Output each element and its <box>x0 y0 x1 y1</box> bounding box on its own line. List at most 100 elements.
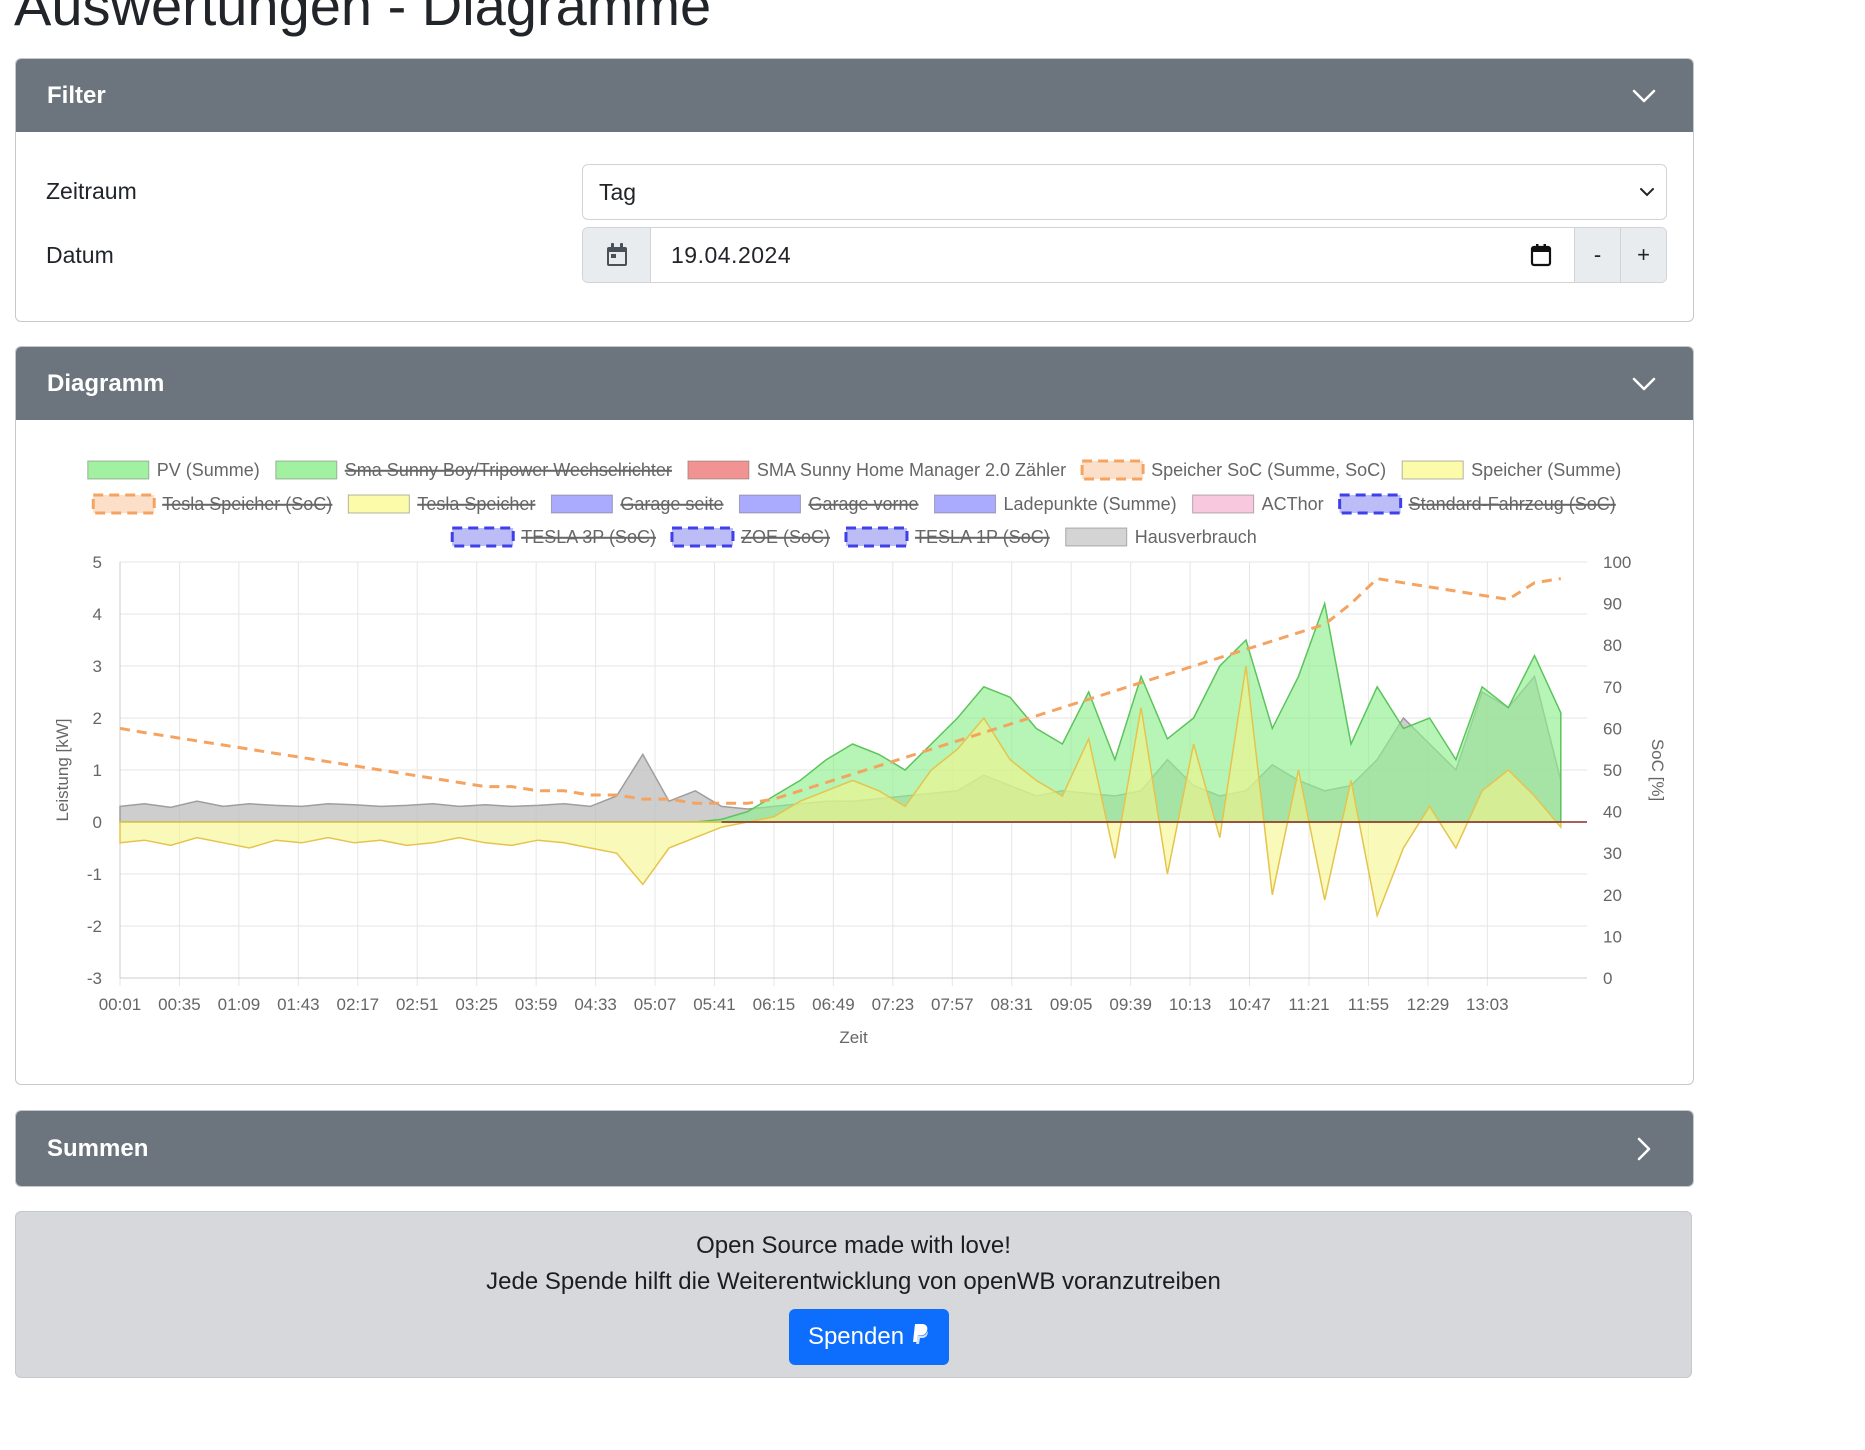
x-tick-label: 02:51 <box>396 995 439 1014</box>
legend-speicher-summe-label: Speicher (Summe) <box>1471 460 1621 480</box>
y2-tick-label: 60 <box>1603 719 1622 738</box>
datum-row: Datum <box>46 227 114 283</box>
x-tick-label: 07:23 <box>872 995 915 1014</box>
x-tick-label: 04:33 <box>574 995 617 1014</box>
diagramm-header-label: Diagramm <box>47 369 165 397</box>
y2-axis-title: SoC [%] <box>1648 739 1667 801</box>
y2-tick-label: 40 <box>1603 803 1622 822</box>
date-minus-button[interactable]: - <box>1574 228 1620 282</box>
legend-pv-summe-swatch <box>87 460 150 480</box>
footer-tagline: Open Source made with love! <box>696 1232 1011 1259</box>
page-title: Auswertungen - Diagramme <box>14 0 712 37</box>
chevron-down-icon <box>1629 369 1659 399</box>
legend-ladepunkte-summe-swatch <box>934 494 997 514</box>
x-tick-label: 06:49 <box>812 995 855 1014</box>
y-tick-label: 4 <box>93 605 102 624</box>
legend-garage-vorne-swatch <box>738 494 801 514</box>
summen-card: Summen <box>15 1110 1694 1187</box>
x-tick-label: 00:01 <box>99 995 142 1014</box>
calendar-picker-icon[interactable] <box>1530 243 1552 273</box>
y2-tick-label: 30 <box>1603 844 1622 863</box>
chevron-down-icon <box>1629 81 1659 111</box>
filter-header[interactable]: Filter <box>16 59 1693 132</box>
legend-sma-sunny-boy-tripower-wechselrichter-swatch <box>275 460 338 480</box>
y-axis-title: Leistung [kW] <box>53 719 72 822</box>
y2-tick-label: 20 <box>1603 886 1622 905</box>
y-tick-label: 1 <box>93 761 102 780</box>
legend-speicher-summe-swatch <box>1401 460 1464 480</box>
x-tick-label: 00:35 <box>158 995 201 1014</box>
legend-garage-seite-swatch <box>550 494 613 514</box>
datum-value: 19.04.2024 <box>671 241 792 268</box>
x-tick-label: 02:17 <box>337 995 380 1014</box>
y2-tick-label: 80 <box>1603 636 1622 655</box>
calendar-icon <box>583 228 651 282</box>
legend-sma-sunny-boy-tripower-wechselrichter-label: Sma Sunny Boy/Tripower Wechselrichter <box>345 460 672 480</box>
x-tick-label: 10:13 <box>1169 995 1212 1014</box>
filter-header-label: Filter <box>47 81 106 109</box>
legend-pv-summe-label: PV (Summe) <box>157 460 260 480</box>
power-chart[interactable]: PV (Summe) Sma Sunny Boy/Tripower Wechsel… <box>16 420 1693 1084</box>
zeitraum-label: Zeitraum <box>46 177 137 204</box>
legend-tesla-1p-soc-swatch <box>844 526 909 548</box>
x-tick-label: 03:25 <box>455 995 498 1014</box>
x-tick-label: 11:55 <box>1348 995 1389 1014</box>
zeitraum-select[interactable]: Tag <box>582 164 1667 220</box>
x-tick-label: 07:57 <box>931 995 974 1014</box>
legend-ladepunkte-summe-label: Ladepunkte (Summe) <box>1004 494 1177 514</box>
filter-card: Filter Zeitraum Tag Datum 19.04.2024 - + <box>15 58 1694 322</box>
x-tick-label: 08:31 <box>990 995 1033 1014</box>
x-tick-label: 09:39 <box>1109 995 1152 1014</box>
zeitraum-row: Zeitraum <box>46 163 137 219</box>
x-tick-label: 05:07 <box>634 995 677 1014</box>
y2-tick-label: 100 <box>1603 553 1631 572</box>
legend-hausverbrauch-swatch <box>1065 527 1128 547</box>
date-plus-button[interactable]: + <box>1620 228 1666 282</box>
legend-hausverbrauch-label: Hausverbrauch <box>1135 527 1257 547</box>
legend-speicher-soc-summe-soc-swatch <box>1080 459 1145 481</box>
y2-tick-label: 10 <box>1603 927 1622 946</box>
x-tick-label: 13:03 <box>1466 995 1509 1014</box>
datum-input-group: 19.04.2024 - + <box>582 227 1667 283</box>
y-tick-label: 2 <box>93 709 102 728</box>
legend-speicher-soc-summe-soc-label: Speicher SoC (Summe, SoC) <box>1151 460 1386 480</box>
y-tick-label: -1 <box>87 865 102 884</box>
y-tick-label: -2 <box>87 917 102 936</box>
diagramm-header[interactable]: Diagramm <box>16 347 1693 420</box>
paypal-icon <box>910 1323 930 1352</box>
y2-tick-label: 90 <box>1603 595 1622 614</box>
y-tick-label: 0 <box>93 813 102 832</box>
legend-acthor-label: ACThor <box>1262 494 1324 514</box>
zeitraum-value: Tag <box>599 178 637 205</box>
x-tick-label: 01:09 <box>218 995 261 1014</box>
x-tick-label: 01:43 <box>277 995 320 1014</box>
summen-header[interactable]: Summen <box>16 1111 1693 1186</box>
x-tick-label: 12:29 <box>1407 995 1450 1014</box>
legend-sma-sunny-home-manager-2-0-z-hler-swatch <box>687 460 750 480</box>
x-axis-title: Zeit <box>839 1028 868 1047</box>
legend-standard-fahrzeug-soc-label: Standard-Fahrzeug (SoC) <box>1409 494 1616 514</box>
legend-garage-vorne-label: Garage vorne <box>808 494 918 514</box>
chart-container: PV (Summe) Sma Sunny Boy/Tripower Wechsel… <box>16 420 1693 1084</box>
donate-label: Spenden <box>807 1323 905 1350</box>
datum-label: Datum <box>46 241 114 268</box>
y2-tick-label: 50 <box>1603 761 1622 780</box>
x-tick-label: 09:05 <box>1050 995 1093 1014</box>
y-tick-label: 3 <box>93 657 102 676</box>
donate-button[interactable]: Spenden <box>789 1309 949 1365</box>
datum-input[interactable]: 19.04.2024 <box>651 228 1574 282</box>
x-tick-label: 05:41 <box>693 995 736 1014</box>
series-speicher-summe <box>119 665 1562 919</box>
legend-tesla-3p-soc-swatch <box>450 526 515 548</box>
y-tick-label: -3 <box>87 969 102 988</box>
legend-tesla-3p-soc-label: TESLA 3P (SoC) <box>521 527 656 547</box>
legend-tesla-speicher-soc-swatch <box>91 493 156 515</box>
legend-tesla-speicher-swatch <box>347 494 410 514</box>
legend-acthor-swatch <box>1192 494 1255 514</box>
x-tick-label: 06:15 <box>753 995 796 1014</box>
y2-tick-label: 70 <box>1603 678 1622 697</box>
legend-garage-seite-label: Garage seite <box>620 494 723 514</box>
series-speicher-soc <box>119 577 1562 805</box>
donation-footer: Open Source made with love! Jede Spende … <box>15 1211 1692 1378</box>
legend-zoe-soc-swatch <box>670 526 735 548</box>
